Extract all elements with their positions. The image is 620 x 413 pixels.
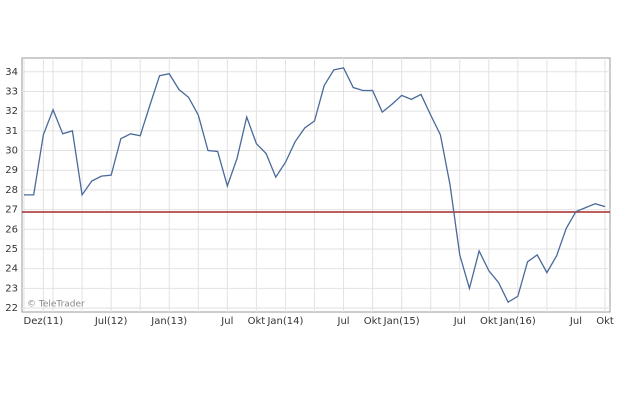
x-tick-label: Jan(14) — [266, 316, 303, 327]
x-tick-label: Dez(11) — [24, 316, 64, 327]
y-tick-label: 24 — [5, 264, 18, 275]
y-tick-label: 32 — [5, 106, 18, 117]
x-tick-label: Okt — [480, 316, 498, 327]
y-tick-label: 22 — [5, 303, 18, 314]
y-tick-label: 31 — [5, 126, 18, 137]
x-tick-label: Jan(16) — [499, 316, 536, 327]
y-tick-label: 30 — [5, 146, 18, 157]
y-tick-label: 33 — [5, 86, 18, 97]
data-line — [24, 67, 606, 304]
x-tick-label: Jan(13) — [150, 316, 187, 327]
x-tick-label: Jul — [220, 316, 233, 327]
x-tick-label: Okt — [596, 316, 614, 327]
marks — [22, 67, 610, 304]
y-tick-label: 23 — [5, 283, 18, 294]
y-tick-label: 34 — [5, 67, 18, 78]
x-tick-label: Okt — [364, 316, 382, 327]
y-tick-label: 28 — [5, 185, 18, 196]
x-tick-label: Jul — [337, 316, 350, 327]
x-tick-label: Okt — [248, 316, 266, 327]
y-tick-label: 25 — [5, 244, 18, 255]
grid — [22, 58, 610, 312]
watermark: © TeleTrader — [27, 300, 85, 310]
x-tick-label: Jul — [569, 316, 582, 327]
plot-frame — [21, 57, 611, 313]
y-tick-label: 29 — [5, 165, 18, 176]
y-tick-label: 26 — [5, 224, 18, 235]
x-tick-label: Jul — [453, 316, 466, 327]
x-tick-label: Jan(15) — [383, 316, 420, 327]
x-tick-label: Jul(12) — [94, 316, 128, 327]
y-tick-label: 27 — [5, 205, 18, 216]
